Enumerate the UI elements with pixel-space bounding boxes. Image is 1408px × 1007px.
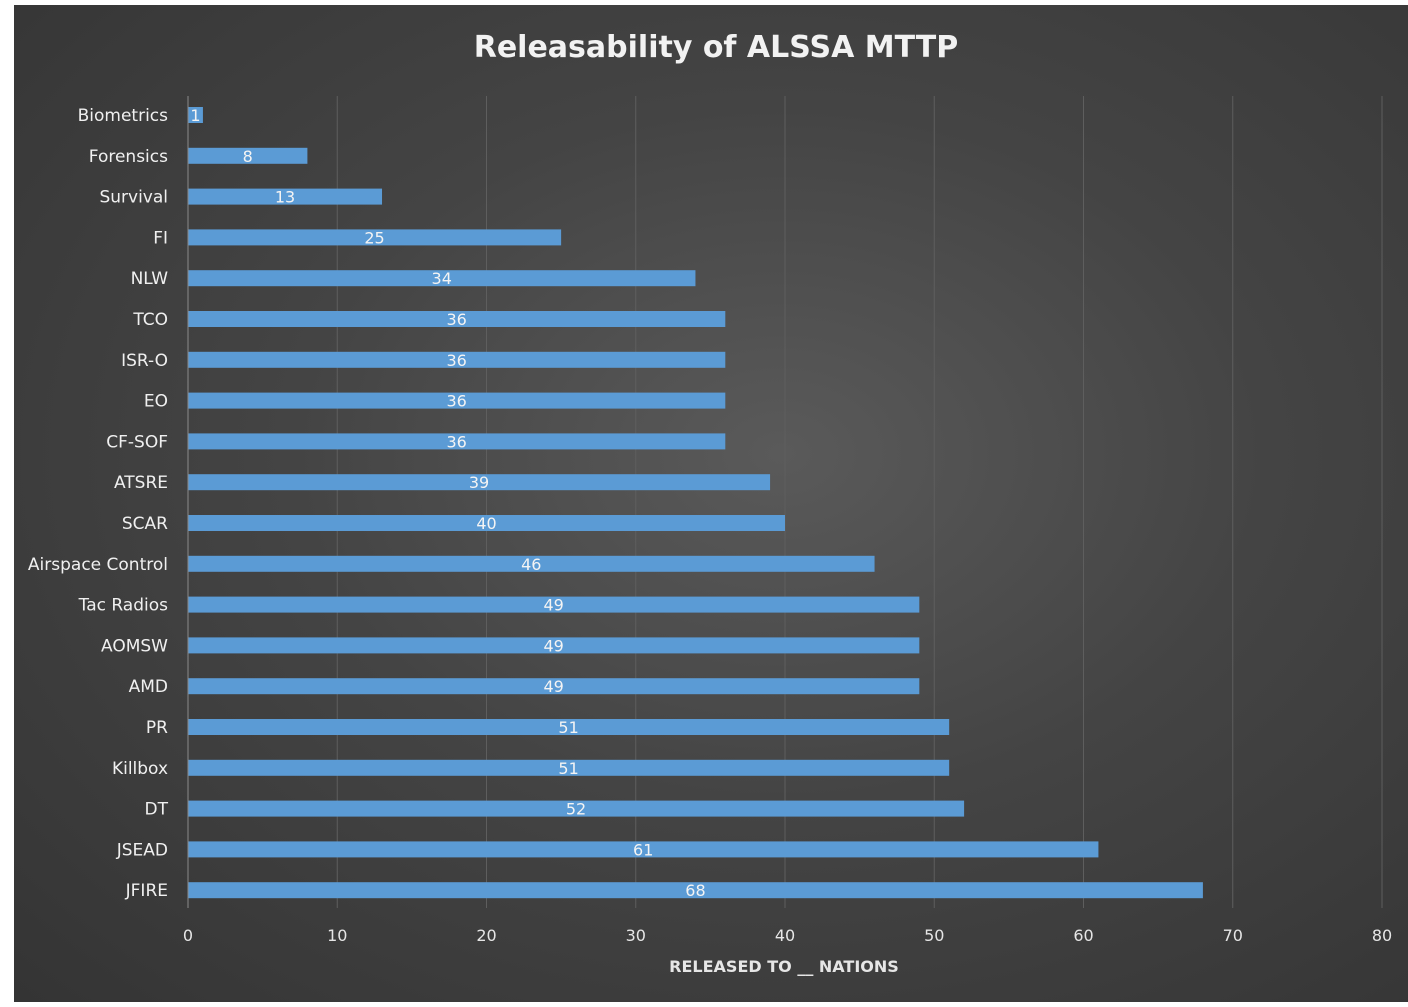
x-tick-label: 50 <box>924 926 944 945</box>
data-label: 61 <box>633 840 653 859</box>
data-label: 49 <box>543 677 563 696</box>
category-label: EO <box>144 392 168 412</box>
data-label: 51 <box>558 759 578 778</box>
data-label: 36 <box>446 310 466 329</box>
category-label: AMD <box>129 677 168 697</box>
bar <box>188 759 950 776</box>
bar <box>188 311 726 327</box>
data-label: 1 <box>190 106 200 125</box>
bar <box>188 800 965 817</box>
x-tick-label: 0 <box>183 926 193 945</box>
data-label: 8 <box>243 147 253 166</box>
bars <box>188 107 1203 899</box>
x-tick-label: 80 <box>1372 926 1392 945</box>
data-label: 25 <box>364 228 384 247</box>
data-label: 49 <box>543 596 563 615</box>
category-label: FI <box>153 228 168 248</box>
category-label: CF-SOF <box>106 432 168 452</box>
category-label: ISR-O <box>121 351 168 371</box>
data-label: 68 <box>685 881 705 900</box>
category-label: Airspace Control <box>28 555 168 575</box>
category-label: NLW <box>131 269 169 289</box>
data-label: 36 <box>446 392 466 411</box>
x-tick-label: 30 <box>626 926 646 945</box>
bar <box>188 433 726 450</box>
x-tick-label: 10 <box>327 926 347 945</box>
bar-chart: Releasability of ALSSA MTTP 1 8 13 25 34 36 36… <box>28 30 1392 976</box>
data-label: 36 <box>446 351 466 370</box>
category-label: DT <box>145 800 169 820</box>
category-label: Biometrics <box>78 106 169 126</box>
category-label: TCO <box>132 310 168 330</box>
data-label: 52 <box>566 800 586 819</box>
bar <box>188 841 1099 858</box>
category-label: JFIRE <box>125 881 168 901</box>
bar <box>188 392 726 409</box>
bar <box>188 270 696 287</box>
x-tick-label: 40 <box>775 926 795 945</box>
bar <box>188 229 562 246</box>
category-label: AOMSW <box>101 636 168 656</box>
data-label: 34 <box>432 269 452 288</box>
bar <box>188 719 950 735</box>
data-label: 40 <box>476 514 496 533</box>
category-axis-labels: Biometrics Forensics Survival FI NLW TCO ISR-O… <box>28 106 169 901</box>
data-label: 49 <box>543 636 563 655</box>
bar <box>188 107 203 123</box>
chart-title: Releasability of ALSSA MTTP <box>474 30 959 65</box>
grid-lines <box>336 96 1383 908</box>
bar <box>188 637 920 654</box>
bar <box>188 678 920 695</box>
bar <box>188 474 771 491</box>
data-label: 39 <box>469 473 489 492</box>
value-axis-ticks: 0 10 20 30 40 50 60 70 80 <box>183 926 1392 945</box>
category-label: ATSRE <box>114 473 168 493</box>
bar <box>188 147 308 164</box>
category-label: JSEAD <box>116 840 168 860</box>
chart-frame: Releasability of ALSSA MTTP 1 8 13 25 34 36 36… <box>14 5 1408 1002</box>
x-tick-label: 70 <box>1223 926 1243 945</box>
bar <box>188 555 875 572</box>
data-label: 36 <box>446 432 466 451</box>
category-label: Forensics <box>89 147 168 167</box>
category-label: Killbox <box>112 759 168 779</box>
x-tick-label: 20 <box>476 926 496 945</box>
bar <box>188 596 920 613</box>
bar <box>188 351 726 368</box>
data-label: 13 <box>275 188 295 207</box>
data-label: 51 <box>558 718 578 737</box>
bar <box>188 882 1203 899</box>
category-label: PR <box>146 718 168 738</box>
x-axis-label: RELEASED TO __ NATIONS <box>669 957 899 976</box>
x-tick-label: 60 <box>1073 926 1093 945</box>
bar <box>188 515 785 531</box>
bar <box>188 188 383 205</box>
category-label: Tac Radios <box>78 596 169 616</box>
data-labels: 1 8 13 25 34 36 36 36 36 39 40 46 49 49 49 51 51 52 61 68 <box>190 106 705 900</box>
data-label: 46 <box>521 555 541 574</box>
category-label: SCAR <box>122 514 168 534</box>
category-label: Survival <box>99 188 168 208</box>
